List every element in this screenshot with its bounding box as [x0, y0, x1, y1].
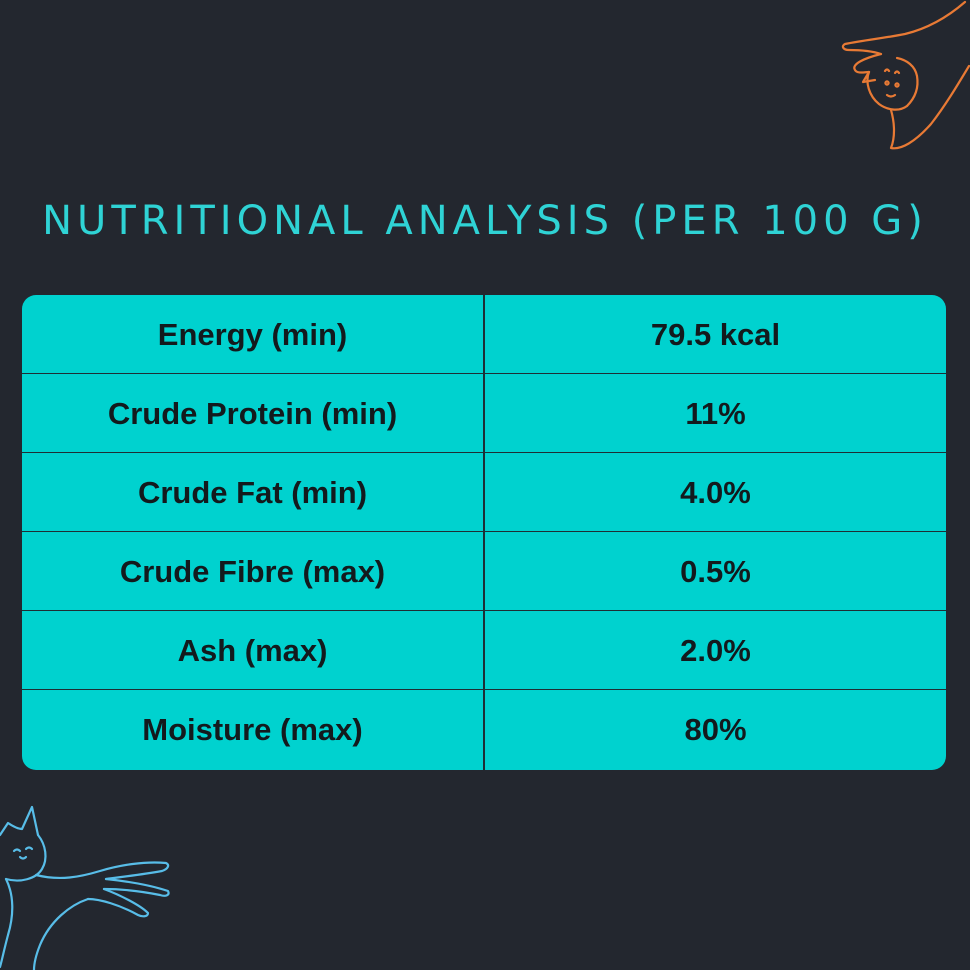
table-row: Energy (min) 79.5 kcal — [22, 295, 946, 374]
nutrition-table: Energy (min) 79.5 kcal Crude Protein (mi… — [22, 295, 946, 770]
nutrient-value: 79.5 kcal — [650, 316, 781, 352]
nutrient-value: 0.5% — [680, 553, 751, 589]
nutrient-label: Moisture (max) — [142, 711, 363, 747]
nutrient-label: Ash (max) — [177, 632, 328, 668]
nutrient-label: Crude Fat (min) — [137, 474, 368, 510]
nutrient-value: 80% — [684, 711, 747, 747]
table-row: Ash (max) 2.0% — [22, 611, 946, 690]
column-divider — [483, 295, 485, 770]
table-row: Moisture (max) 80% — [22, 690, 946, 770]
nutrient-label: Crude Protein (min) — [107, 395, 398, 431]
page-title: NUTRITIONAL ANALYSIS (PER 100 G) — [42, 198, 928, 244]
nutrient-label: Energy (min) — [157, 316, 348, 352]
cat-doodle-orange-icon — [841, 0, 970, 150]
nutrient-value: 2.0% — [680, 632, 751, 668]
nutrient-value: 4.0% — [680, 474, 751, 510]
table-row: Crude Protein (min) 11% — [22, 374, 946, 453]
nutrient-label: Crude Fibre (max) — [119, 553, 386, 589]
cat-doodle-blue-icon — [0, 805, 170, 970]
table-row: Crude Fibre (max) 0.5% — [22, 532, 946, 611]
table-row: Crude Fat (min) 4.0% — [22, 453, 946, 532]
nutrient-value: 11% — [685, 395, 746, 431]
